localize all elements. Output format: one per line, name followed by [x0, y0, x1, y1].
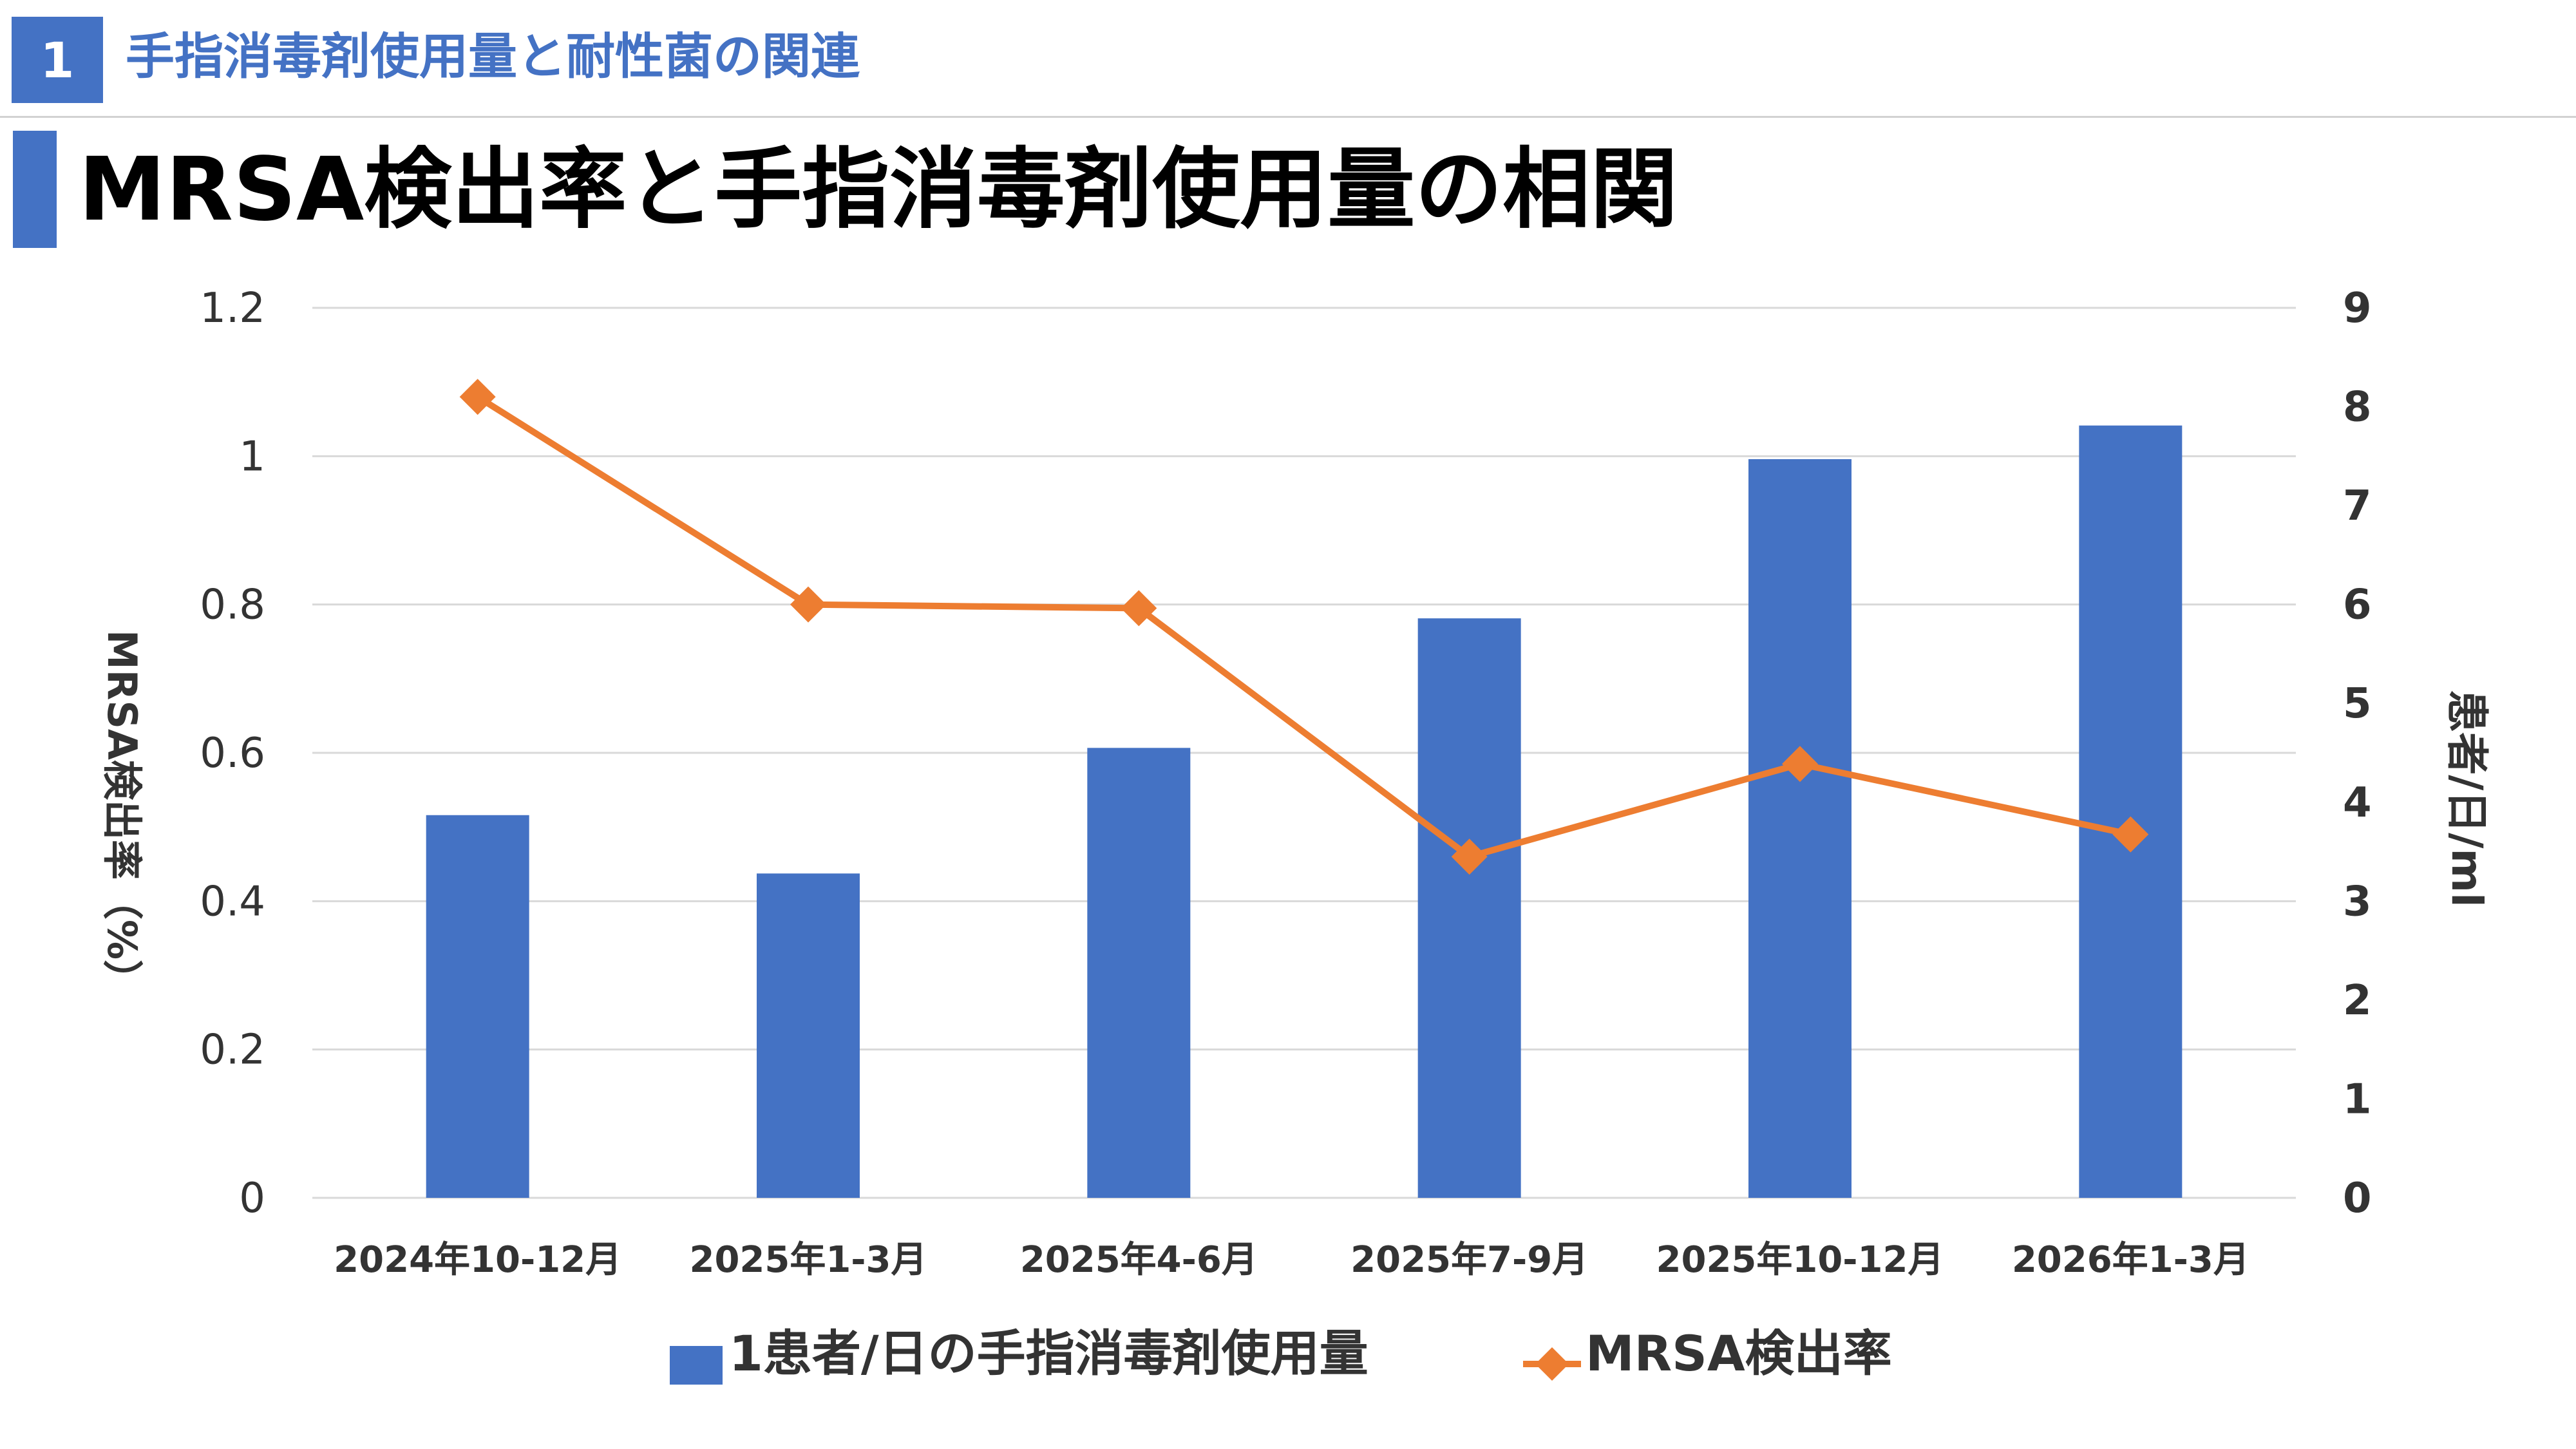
x-tick-label: 2026年1-3月 [2012, 1239, 2249, 1281]
section-number-badge: 1 [12, 17, 103, 103]
title-accent-bar [13, 131, 57, 248]
bar [1087, 748, 1191, 1198]
series-line [476, 393, 2132, 860]
left-tick-label: 0.6 [200, 730, 265, 777]
line-point [459, 379, 496, 415]
right-tick-label: 4 [2343, 779, 2372, 827]
bar [1417, 618, 1521, 1198]
line-point [2112, 816, 2149, 853]
bar [757, 873, 860, 1198]
left-tick-label: 0.2 [200, 1027, 265, 1074]
left-axis-ticks: 0 0.2 0.4 0.6 0.8 1 1.2 [200, 285, 265, 1222]
right-tick-label: 6 [2343, 582, 2372, 629]
section-title: 手指消毒剤使用量と耐性菌の関連 [126, 28, 860, 85]
legend-bar-swatch [670, 1346, 723, 1385]
right-tick-label: 0 [2343, 1175, 2372, 1222]
bar [1748, 459, 1852, 1198]
header-divider [0, 116, 2576, 118]
left-tick-label: 1 [239, 433, 265, 480]
line-point [1121, 590, 1157, 627]
bar [2079, 425, 2183, 1198]
line-point [1451, 838, 1488, 875]
left-tick-label: 1.2 [200, 285, 265, 332]
right-tick-label: 1 [2343, 1075, 2372, 1123]
right-tick-label: 7 [2343, 482, 2372, 530]
right-tick-label: 2 [2343, 977, 2372, 1025]
x-tick-label: 2025年10-12月 [1656, 1239, 1944, 1281]
line-point [1782, 746, 1818, 782]
bar [426, 815, 529, 1198]
chart-legend: 1患者/日の手指消毒剤使用量 MRSA検出率 [670, 1325, 1892, 1385]
bar-series [426, 425, 2183, 1198]
right-tick-label: 3 [2343, 878, 2372, 925]
right-tick-label: 9 [2343, 285, 2372, 332]
line-series [459, 379, 2149, 875]
legend-line-marker [1535, 1347, 1569, 1381]
x-tick-label: 2025年4-6月 [1020, 1239, 1258, 1281]
x-tick-label: 2025年1-3月 [689, 1239, 927, 1281]
right-axis-label: 患者/日/ml [2442, 690, 2492, 907]
x-tick-label: 2025年7-9月 [1350, 1239, 1588, 1281]
x-tick-label: 2024年10-12月 [334, 1239, 621, 1281]
left-tick-label: 0.4 [200, 878, 265, 925]
left-tick-label: 0 [239, 1175, 265, 1222]
chart-gridlines [312, 307, 2296, 1199]
right-tick-label: 5 [2343, 680, 2372, 728]
legend-bar-label: 1患者/日の手指消毒剤使用量 [729, 1325, 1368, 1382]
left-axis-label: MRSA検出率（%） [99, 630, 146, 999]
legend-line-label: MRSA検出率 [1586, 1325, 1892, 1382]
left-tick-label: 0.8 [200, 582, 265, 629]
line-point [790, 586, 826, 623]
right-tick-label: 8 [2343, 384, 2372, 431]
right-axis-ticks: 0 1 2 3 4 5 6 7 8 9 [2343, 285, 2372, 1222]
slide-title: MRSA検出率と手指消毒剤使用量の相関 [79, 139, 1678, 241]
x-axis-ticks: 2024年10-12月 2025年1-3月 2025年4-6月 2025年7-9月 20… [334, 1239, 2249, 1281]
